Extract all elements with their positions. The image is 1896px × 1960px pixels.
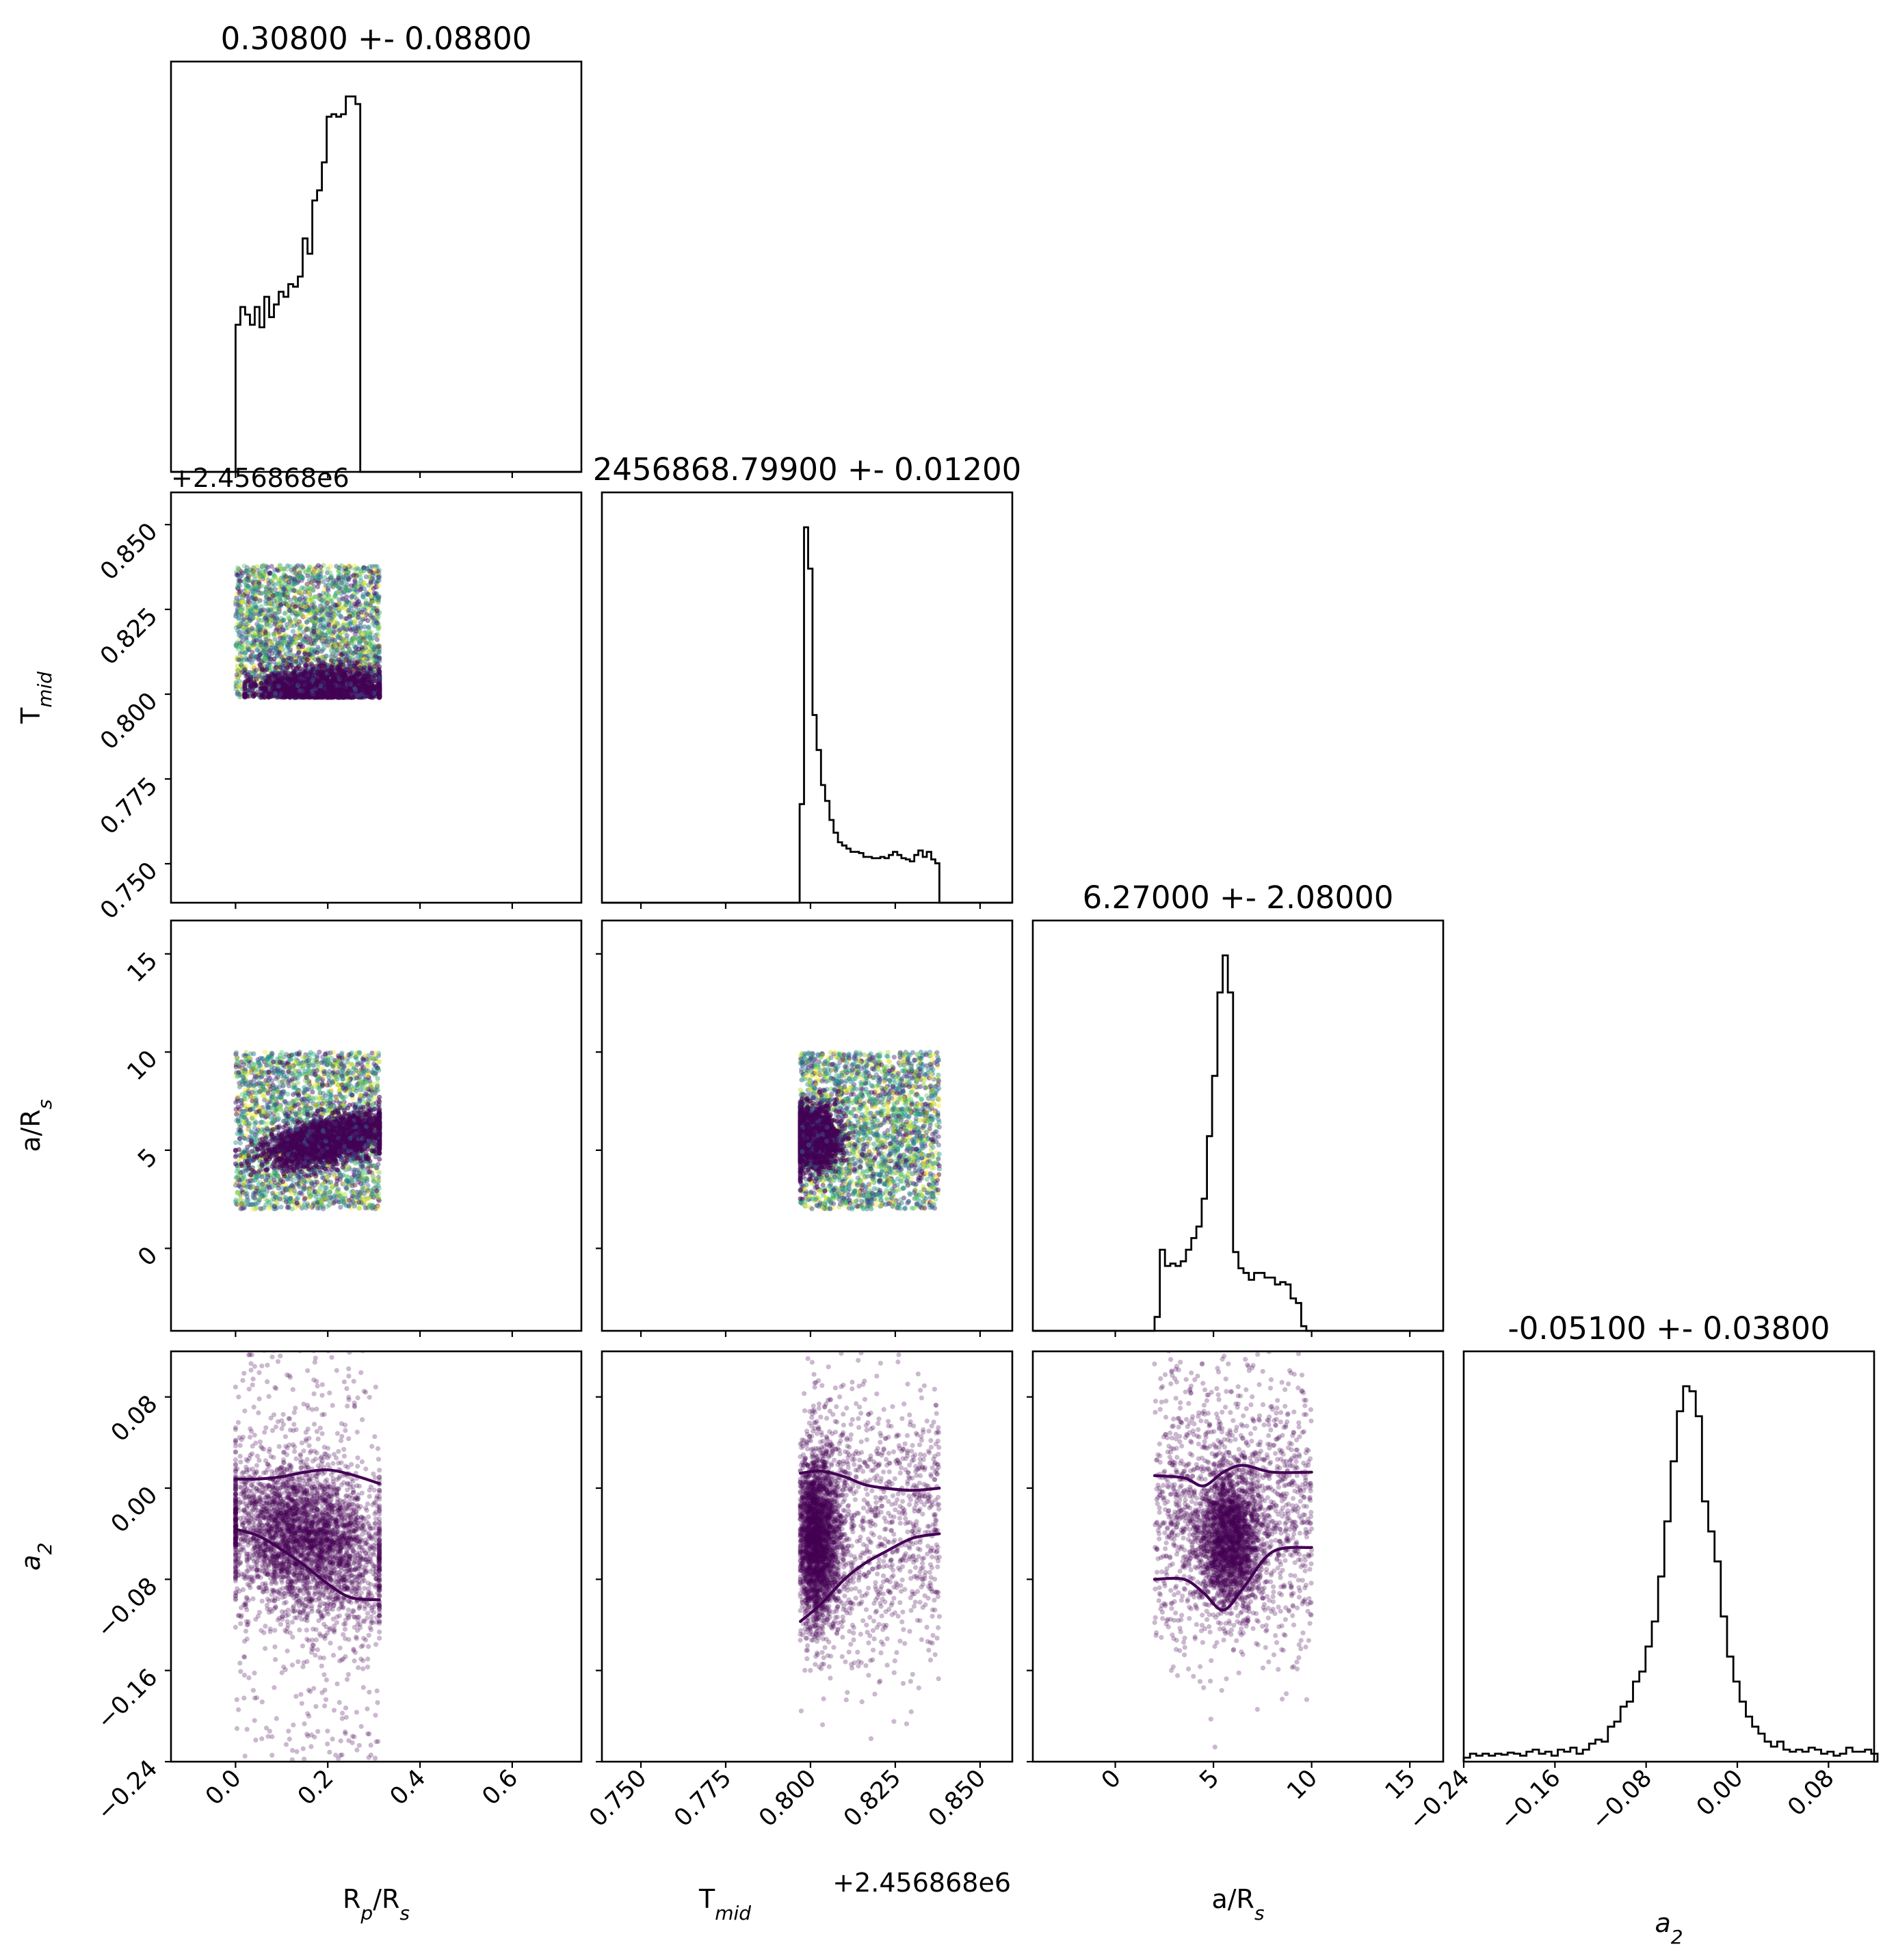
x-tick-label-a-r-s: 10 bbox=[1282, 1764, 1323, 1805]
y-tick-label-a-r-s: 10 bbox=[122, 1045, 163, 1086]
panel-title-a-2: -0.05100 +- 0.03800 bbox=[1508, 1310, 1830, 1347]
contour-lower-r-p-r-s-vs-a-2 bbox=[234, 1527, 381, 1602]
histogram-t-mid bbox=[602, 526, 1012, 904]
histogram-a-2 bbox=[1462, 1385, 1879, 1763]
x-tick-label-r-p-r-s: 0.6 bbox=[477, 1764, 524, 1811]
y-tick-label-t-mid: 0.825 bbox=[95, 602, 163, 670]
scatter-r-p-r-s-vs-t-mid bbox=[233, 563, 382, 700]
panel-frame-r-p-r-s-vs-t-mid bbox=[170, 491, 583, 904]
scatter-points bbox=[233, 563, 1315, 1762]
axis-label-r-p-r-s: Rp/Rs bbox=[343, 1884, 410, 1924]
histogram-r-p-r-s bbox=[171, 95, 581, 473]
x-tick-label-r-p-r-s: 0.0 bbox=[200, 1764, 247, 1811]
panel-title-r-p-r-s: 0.30800 +- 0.08800 bbox=[221, 21, 532, 57]
panel-frame-a-r-s-vs-a-2 bbox=[1031, 1350, 1445, 1763]
y-tick-label-a-2: 0.08 bbox=[106, 1390, 163, 1447]
panel-frame-r-p-r-s-vs-a-r-s bbox=[170, 919, 583, 1332]
scatter-t-mid-vs-a-r-s bbox=[798, 1049, 942, 1212]
panel-frame-r-p-r-s-vs-a-2 bbox=[170, 1350, 583, 1763]
y-tick-label-a-r-s: 5 bbox=[133, 1143, 163, 1174]
x-tick-label-t-mid: 0.825 bbox=[839, 1764, 906, 1832]
y-tick-label-a-2: 0.00 bbox=[106, 1481, 163, 1538]
panel-frame-t-mid-vs-a-r-s bbox=[601, 919, 1014, 1332]
axis-label-t-mid: Tmid bbox=[16, 672, 56, 724]
y-tick-label-a-2: −0.24 bbox=[92, 1755, 163, 1826]
axis-label-a-r-s: a/Rs bbox=[1211, 1884, 1264, 1924]
axis-label-a-r-s: a/Rs bbox=[16, 1099, 56, 1152]
x-tick-label-a-2: −0.16 bbox=[1495, 1764, 1566, 1836]
x-tick-label-t-mid: 0.775 bbox=[669, 1764, 737, 1832]
panel-frame-r-p-r-s-hist bbox=[170, 60, 583, 473]
contour-upper-a-r-s-vs-a-2 bbox=[1153, 1464, 1313, 1487]
panel-title-t-mid: 2456868.79900 +- 0.01200 bbox=[593, 451, 1022, 488]
x-tick-label-a-r-s: 5 bbox=[1194, 1764, 1224, 1795]
x-tick-label-a-r-s: 15 bbox=[1380, 1764, 1421, 1805]
y-tick-label-a-2: −0.16 bbox=[92, 1664, 163, 1735]
x-tick-label-a-2: 0.00 bbox=[1691, 1764, 1748, 1821]
axis-label-a-2: a2 bbox=[1655, 1908, 1683, 1948]
y-tick-label-a-r-s: 15 bbox=[122, 947, 163, 988]
x-tick-label-a-2: 0.08 bbox=[1782, 1764, 1839, 1821]
y-tick-label-a-2: −0.08 bbox=[92, 1572, 163, 1643]
x-tick-label-r-p-r-s: 0.4 bbox=[385, 1764, 432, 1811]
x-tick-label-a-r-s: 0 bbox=[1096, 1764, 1127, 1795]
x-tick-label-a-2: −0.24 bbox=[1404, 1764, 1475, 1836]
x-tick-label-r-p-r-s: 0.2 bbox=[293, 1764, 339, 1811]
histograms bbox=[171, 95, 1879, 1763]
y-tick-label-t-mid: 0.850 bbox=[95, 518, 163, 585]
axis-label-t-mid: Tmid bbox=[698, 1884, 751, 1924]
scatter-a-r-s-vs-a-2 bbox=[1152, 1351, 1315, 1750]
panel-title-a-r-s: 6.27000 +- 2.08000 bbox=[1083, 879, 1394, 916]
offset-text-t-mid-y: +2.456868e6 bbox=[171, 463, 350, 493]
contour-upper-t-mid-vs-a-2 bbox=[799, 1469, 941, 1492]
x-tick-label-t-mid: 0.850 bbox=[923, 1764, 991, 1832]
contour-lower-a-r-s-vs-a-2 bbox=[1153, 1546, 1313, 1612]
x-tick-label-t-mid: 0.750 bbox=[584, 1764, 652, 1832]
tick-marks bbox=[165, 472, 1830, 1768]
panel-frames bbox=[170, 60, 1875, 1763]
axis-label-a-2: a2 bbox=[16, 1542, 56, 1570]
histogram-a-r-s bbox=[1033, 954, 1443, 1332]
panel-frame-t-mid-vs-a-2 bbox=[601, 1350, 1014, 1763]
panel-frame-t-mid-hist bbox=[601, 491, 1014, 904]
y-tick-label-t-mid: 0.800 bbox=[95, 687, 163, 755]
contour-upper-r-p-r-s-vs-a-2 bbox=[234, 1468, 381, 1485]
panel-frame-a-r-s-hist bbox=[1031, 919, 1445, 1332]
text-labels: 0.30800 +- 0.08800 2456868.79900 +- 0.012… bbox=[16, 21, 1840, 1948]
offset-text-t-mid-x: +2.456868e6 bbox=[832, 1868, 1011, 1898]
x-tick-label-t-mid: 0.800 bbox=[754, 1764, 821, 1832]
scatter-r-p-r-s-vs-a-2 bbox=[233, 1351, 382, 1762]
contour-lines bbox=[234, 1464, 1313, 1624]
contour-lower-t-mid-vs-a-2 bbox=[799, 1532, 941, 1624]
x-tick-label-a-2: −0.08 bbox=[1586, 1764, 1657, 1836]
y-tick-label-t-mid: 0.775 bbox=[95, 772, 163, 840]
panel-frame-a-2-hist bbox=[1462, 1350, 1875, 1763]
scatter-t-mid-vs-a-2 bbox=[798, 1351, 942, 1741]
y-tick-label-a-r-s: 0 bbox=[133, 1241, 163, 1271]
y-tick-label-t-mid: 0.750 bbox=[95, 857, 163, 925]
scatter-r-p-r-s-vs-a-r-s bbox=[233, 1049, 382, 1212]
